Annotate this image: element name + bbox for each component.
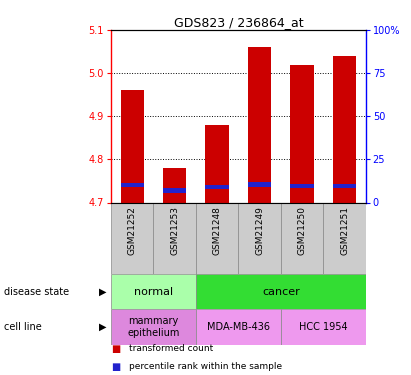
Bar [196,309,281,345]
Bar [248,47,271,202]
Text: MDA-MB-436: MDA-MB-436 [207,322,270,332]
Bar [333,184,356,188]
Text: GSM21252: GSM21252 [128,206,137,255]
Bar [120,183,144,188]
Bar [153,202,196,274]
Text: normal: normal [134,286,173,297]
Bar [291,184,314,188]
Text: GSM21253: GSM21253 [170,206,179,255]
Bar [281,202,323,274]
Bar [196,274,366,309]
Bar [163,188,186,193]
Text: GSM21250: GSM21250 [298,206,307,255]
Bar [196,202,238,274]
Bar [163,168,186,202]
Text: disease state: disease state [4,286,69,297]
Text: cell line: cell line [4,322,42,332]
Text: cancer: cancer [262,286,300,297]
Bar [111,202,153,274]
Bar [291,64,314,203]
Text: transformed count: transformed count [129,344,214,353]
Text: HCC 1954: HCC 1954 [299,322,348,332]
Bar [248,182,271,186]
Bar [238,202,281,274]
Bar [111,274,196,309]
Text: ■: ■ [111,362,120,372]
Text: ■: ■ [111,344,120,354]
Bar [323,202,366,274]
Bar [111,309,196,345]
Text: ▶: ▶ [99,322,107,332]
Bar [206,185,229,189]
Text: GSM21251: GSM21251 [340,206,349,255]
Bar [120,90,144,202]
Text: GSM21248: GSM21248 [212,206,222,255]
Bar [206,125,229,202]
Text: ▶: ▶ [99,286,107,297]
Text: percentile rank within the sample: percentile rank within the sample [129,362,283,371]
Text: mammary
epithelium: mammary epithelium [127,316,180,338]
Text: GSM21249: GSM21249 [255,206,264,255]
Bar [281,309,366,345]
Bar [333,56,356,202]
Title: GDS823 / 236864_at: GDS823 / 236864_at [173,16,303,29]
